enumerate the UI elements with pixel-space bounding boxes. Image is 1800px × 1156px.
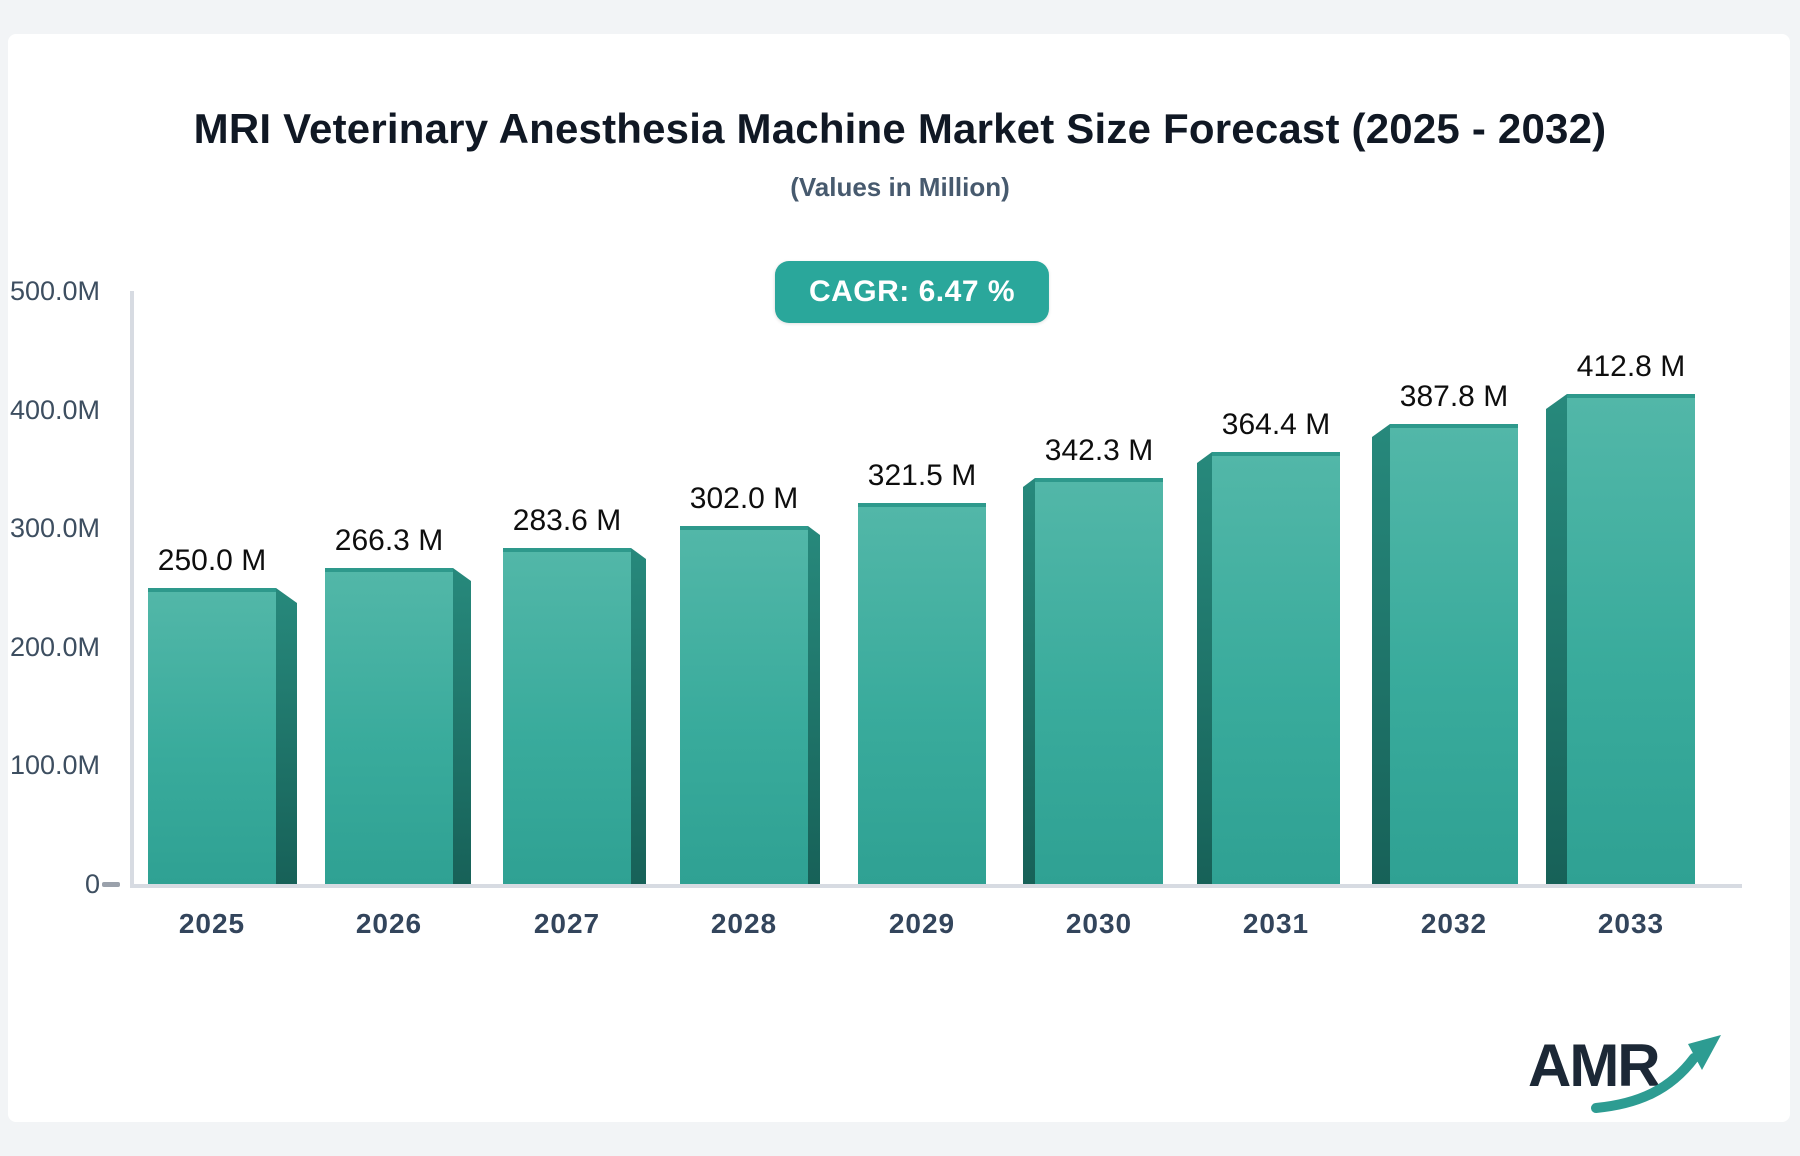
x-axis-label-2033: 2033	[1597, 908, 1665, 939]
chart-title: MRI Veterinary Anesthesia Machine Market…	[193, 105, 1607, 152]
bar-2033-side-face	[1546, 394, 1567, 884]
bar-2029[interactable]	[858, 503, 986, 884]
bar-2028-side-face	[808, 526, 820, 884]
x-axis-label-2028: 2028	[710, 908, 778, 939]
bar-value-label-2032: 387.8 M	[1399, 380, 1509, 413]
y-tick-label-400.0M: 400.0M	[9, 394, 100, 425]
x-axis-label-2031: 2031	[1242, 908, 1310, 939]
x-axis-label-2026: 2026	[355, 908, 423, 939]
chart-subtitle: (Values in Million)	[790, 172, 1010, 202]
x-axis-label-2027: 2027	[533, 908, 601, 939]
x-axis-label-2030: 2030	[1065, 908, 1133, 939]
x-axis-label-2025: 2025	[178, 908, 246, 939]
bar-value-label-2028: 302.0 M	[689, 482, 799, 515]
bar-value-label-2025: 250.0 M	[157, 544, 267, 577]
zero-tick-mark	[102, 882, 120, 887]
bar-2027[interactable]	[503, 548, 631, 884]
bar-2032-side-face	[1372, 424, 1390, 884]
y-tick-label-200.0M: 200.0M	[9, 631, 100, 662]
bar-2026-side-face	[453, 568, 471, 884]
bar-value-label-2030: 342.3 M	[1044, 434, 1154, 467]
bar-2025-side-face	[276, 588, 297, 884]
bar-2031[interactable]	[1212, 452, 1340, 884]
y-tick-label-500.0M: 500.0M	[9, 276, 100, 306]
bar-2030[interactable]	[1035, 478, 1163, 884]
bar-2025[interactable]	[148, 588, 276, 884]
x-axis-label-2029: 2029	[888, 908, 956, 939]
bar-2031-side-face	[1197, 452, 1212, 884]
x-axis-line	[130, 884, 1742, 888]
bar-2027-side-face	[631, 548, 646, 884]
x-axis-label-2032: 2032	[1420, 908, 1488, 939]
y-tick-label-0: 0	[84, 869, 100, 899]
y-tick-label-300.0M: 300.0M	[9, 513, 100, 544]
bar-2033[interactable]	[1567, 394, 1695, 884]
y-axis-line	[130, 291, 134, 888]
bar-2028[interactable]	[680, 526, 808, 884]
bar-value-label-2031: 364.4 M	[1221, 408, 1331, 441]
amr-logo: AMR	[1528, 1032, 1728, 1120]
bar-value-label-2029: 321.5 M	[867, 459, 977, 492]
bar-value-label-2027: 283.6 M	[512, 504, 622, 537]
bar-value-label-2026: 266.3 M	[334, 524, 444, 557]
amr-logo-text: AMR	[1528, 1032, 1661, 1099]
bar-value-label-2033: 412.8 M	[1576, 350, 1686, 383]
amr-logo-arrow-icon	[1591, 1035, 1721, 1113]
bar-2030-side-face	[1023, 478, 1035, 884]
cagr-badge: CAGR: 6.47 %	[774, 261, 1050, 323]
y-tick-label-100.0M: 100.0M	[9, 750, 100, 781]
bar-2026[interactable]	[325, 568, 453, 884]
bar-2032[interactable]	[1390, 424, 1518, 884]
